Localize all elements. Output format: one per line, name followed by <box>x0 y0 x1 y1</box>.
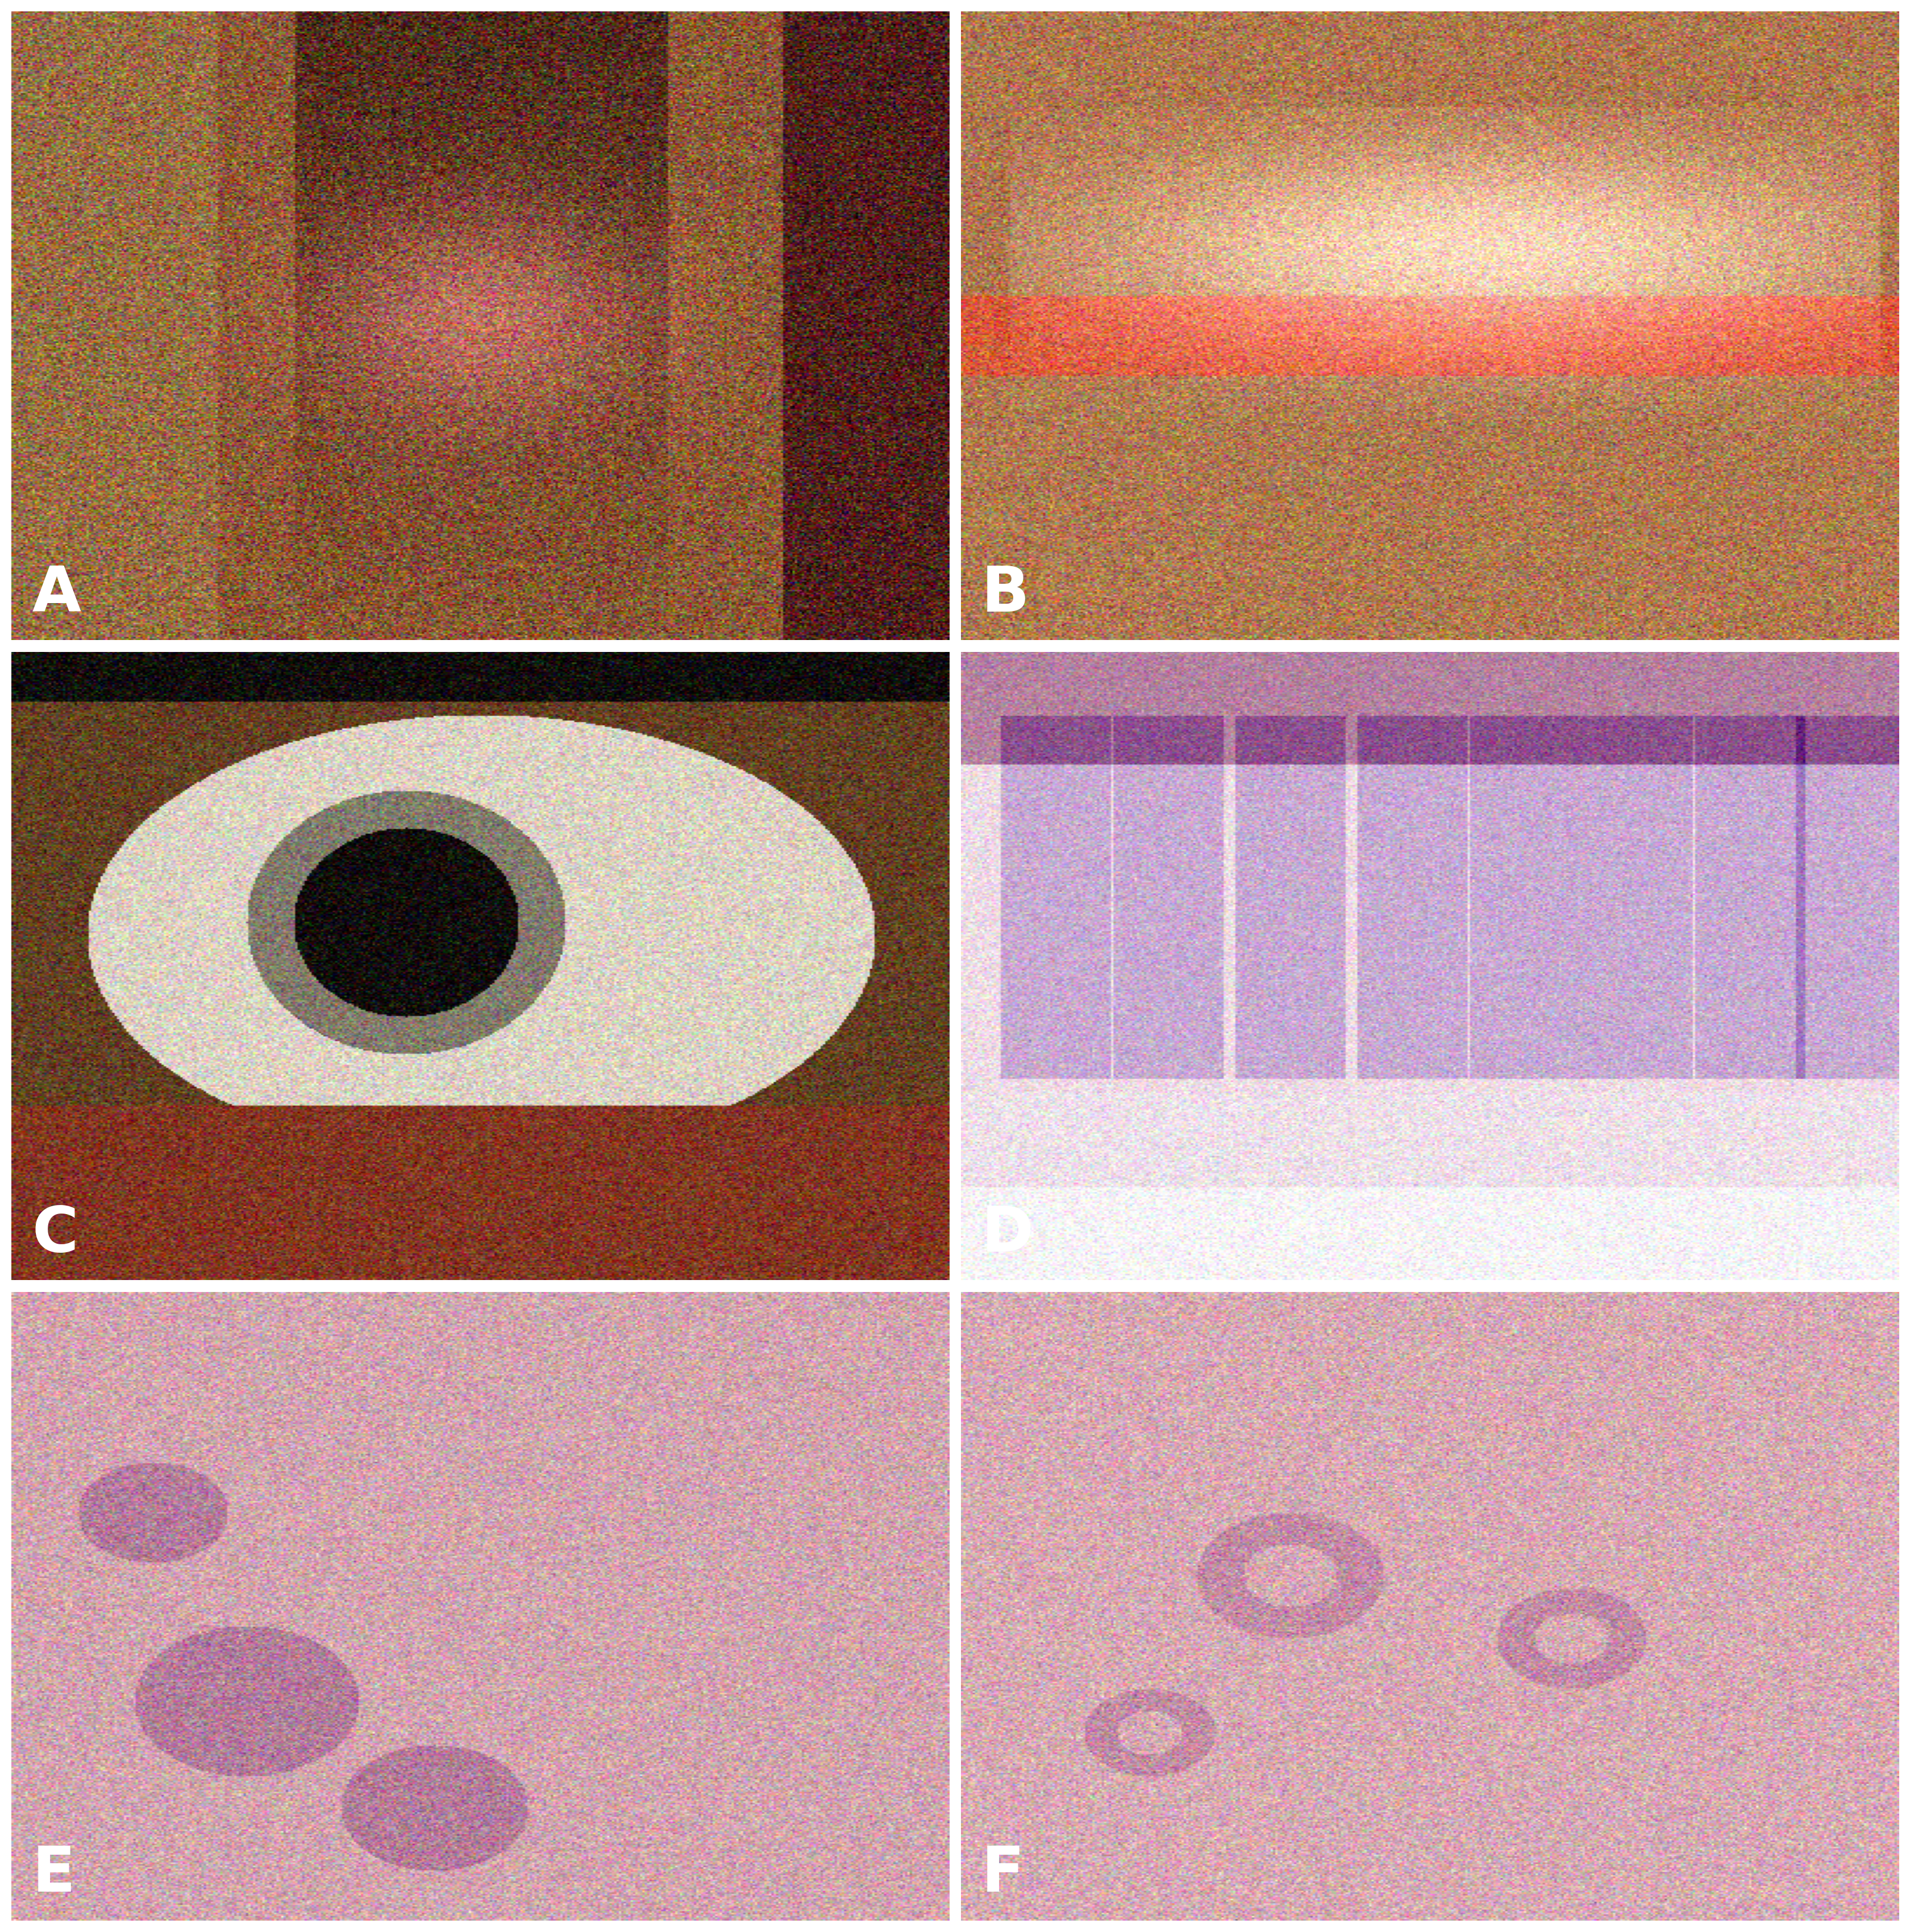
Text: F: F <box>982 1843 1024 1905</box>
Text: B: B <box>982 564 1029 624</box>
Text: C: C <box>32 1204 78 1265</box>
Text: D: D <box>982 1204 1033 1265</box>
Text: A: A <box>32 564 80 624</box>
Text: E: E <box>32 1843 74 1905</box>
